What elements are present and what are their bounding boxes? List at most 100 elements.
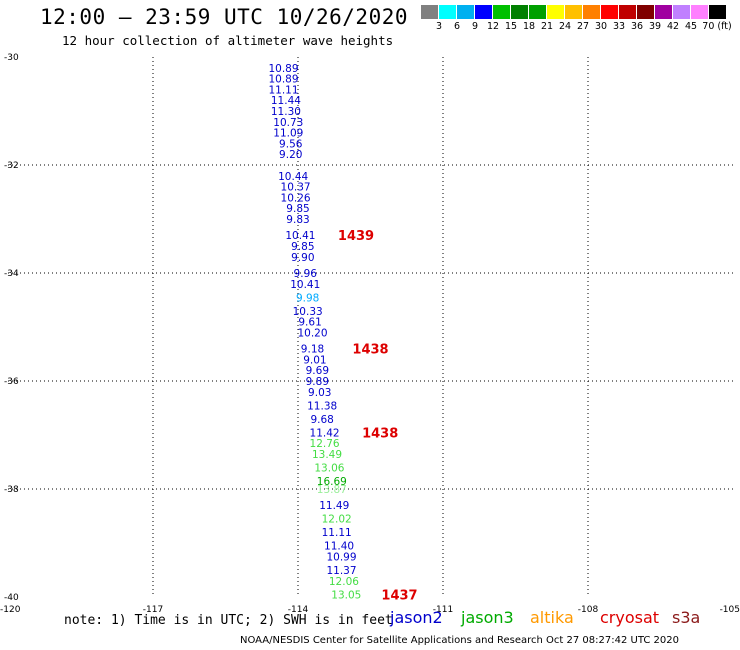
legend-swatch	[637, 5, 655, 19]
legend-label: 12	[486, 21, 500, 32]
satellite-cryosat: cryosat	[600, 608, 660, 627]
wave-height-label: 13.06	[314, 462, 344, 474]
wave-height-label: 10.37	[281, 182, 311, 194]
wave-height-label: 9.18	[301, 344, 324, 356]
wave-height-label: 11.49	[319, 500, 349, 512]
latitude-label: -34	[4, 269, 19, 279]
wave-height-label: 11.38	[307, 400, 337, 412]
longitude-label: -111	[433, 605, 453, 615]
satellite-jason2: jason2	[390, 608, 443, 627]
wave-height-label: 9.85	[291, 241, 314, 253]
wave-height-label: 9.56	[279, 138, 303, 150]
legend-label: 6	[453, 21, 461, 32]
legend-swatch	[421, 5, 439, 19]
wave-height-label: 9.89	[306, 376, 329, 388]
wave-height-label: 10.26	[281, 192, 311, 204]
latitude-label: -40	[4, 593, 19, 603]
legend-swatch	[619, 5, 637, 19]
longitude-label: -108	[578, 605, 599, 615]
wave-height-label: 10.44	[278, 171, 308, 183]
longitude-label: -105	[720, 605, 740, 615]
legend-label: 24	[558, 21, 572, 32]
legend-label: 70 (ft)	[702, 21, 732, 32]
wave-height-label: 13.49	[312, 449, 342, 461]
wave-height-label: 11.37	[326, 565, 356, 577]
map-subtitle: 12 hour collection of altimeter wave hei…	[62, 33, 394, 48]
wave-height-label: 9.69	[306, 365, 329, 377]
wave-height-label: 9.90	[291, 252, 314, 264]
wave-height-values: 10.8910.8911.1111.4411.3010.7311.099.569…	[268, 63, 361, 601]
grid-lines	[8, 57, 733, 597]
time-labels: 1439 1438 1438 1437	[338, 229, 418, 603]
legend-label: 15	[504, 21, 518, 32]
footer-credit: NOAA/NESDIS Center for Satellite Applica…	[240, 635, 679, 646]
longitude-labels: -120 -117 -114 -111 -108 -105	[0, 605, 740, 615]
legend-swatch	[673, 5, 691, 19]
legend-swatch	[565, 5, 583, 19]
wave-height-label: 10.99	[326, 552, 356, 564]
wave-height-label: 10.89	[268, 74, 298, 86]
legend-swatch	[493, 5, 511, 19]
wave-height-label: 11.09	[273, 128, 303, 140]
wave-height-label: 9.85	[286, 203, 309, 215]
legend-label: 18	[522, 21, 536, 32]
satellite-altika: altika	[530, 608, 574, 627]
wave-height-label: 11.40	[324, 541, 354, 553]
wave-height-label: 10.33	[293, 306, 323, 318]
pass-time-label: 1438	[362, 426, 398, 441]
legend-label: 42	[666, 21, 680, 32]
legend-label: 33	[612, 21, 626, 32]
wave-height-label: 11.11	[322, 527, 352, 539]
latitude-labels: -30 -32 -34 -36 -38 -40	[4, 53, 19, 603]
latitude-label: -32	[4, 161, 19, 171]
legend-label: 36	[630, 21, 644, 32]
longitude-label: -117	[143, 605, 163, 615]
wave-height-label: 9.01	[303, 354, 326, 366]
color-scale-legend	[421, 5, 726, 20]
legend-label: 21	[540, 21, 554, 32]
legend-swatch	[601, 5, 619, 19]
wave-height-label: 10.89	[268, 63, 298, 75]
wave-height-label: 9.83	[286, 214, 309, 226]
wave-height-label: 10.73	[273, 117, 303, 129]
wave-height-label: 10.20	[297, 327, 327, 339]
legend-swatch	[691, 5, 709, 19]
pass-time-label: 1438	[352, 343, 388, 358]
satellite-s3a: s3a	[672, 608, 701, 627]
wave-height-label: 13.87	[317, 484, 347, 496]
wave-height-label: 13.05	[331, 589, 361, 601]
legend-swatch	[475, 5, 493, 19]
legend-label: 39	[648, 21, 662, 32]
latitude-label: -38	[4, 485, 19, 495]
legend-swatch	[457, 5, 475, 19]
latitude-label: -30	[4, 53, 19, 63]
wave-height-label: 12.76	[310, 438, 340, 450]
wave-height-label: 10.41	[285, 230, 315, 242]
legend-swatch	[547, 5, 565, 19]
wave-height-label: 12.02	[322, 514, 352, 526]
latitude-label: -36	[4, 377, 19, 387]
wave-height-label: 10.41	[290, 279, 320, 291]
wave-height-label: 9.61	[298, 317, 321, 329]
legend-label: 9	[471, 21, 479, 32]
longitude-label: -114	[288, 605, 309, 615]
wave-height-label: 11.11	[268, 84, 298, 96]
legend-label: 3	[435, 21, 443, 32]
legend-swatch	[709, 5, 726, 19]
wave-height-label: 9.98	[296, 292, 319, 304]
legend-swatch	[583, 5, 601, 19]
wave-height-label: 9.03	[308, 387, 331, 399]
legend-label: 27	[576, 21, 590, 32]
legend-label: 45	[684, 21, 698, 32]
legend-swatch	[655, 5, 673, 19]
legend-label: 30	[594, 21, 608, 32]
wave-height-label: 9.20	[279, 149, 302, 161]
pass-time-label: 1437	[381, 588, 417, 603]
wave-height-label: 11.30	[271, 106, 301, 118]
legend-swatch	[439, 5, 457, 19]
wave-height-label: 12.06	[329, 576, 359, 588]
wave-height-label: 16.69	[317, 476, 347, 488]
satellite-jason3: jason3	[461, 608, 514, 627]
longitude-label: -120	[0, 605, 21, 615]
